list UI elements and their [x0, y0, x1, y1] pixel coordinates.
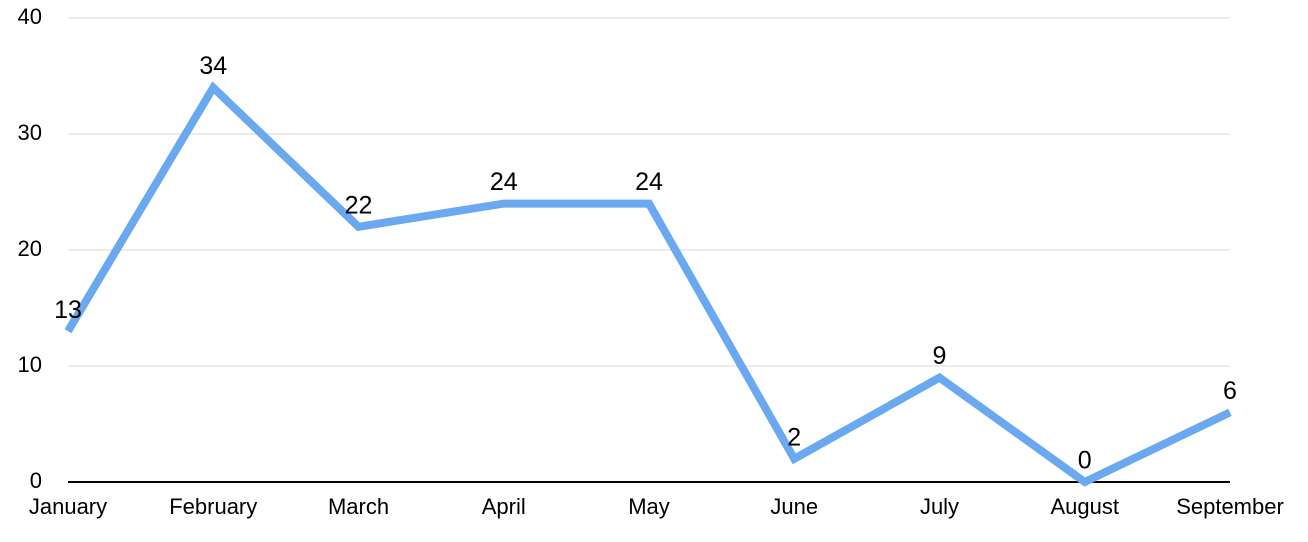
x-tick-label: September	[1176, 494, 1284, 519]
x-tick-label: May	[628, 494, 670, 519]
data-label: 34	[199, 52, 227, 80]
data-label: 9	[933, 342, 947, 370]
line-series	[64, 81, 1232, 487]
x-tick-label: July	[920, 494, 959, 519]
data-label: 0	[1078, 447, 1092, 475]
y-tick-label: 0	[30, 468, 42, 493]
y-tick-label: 10	[18, 352, 42, 377]
data-label: 2	[787, 423, 801, 451]
y-tick-label: 20	[18, 236, 42, 261]
x-tick-label: April	[482, 494, 526, 519]
data-label: 22	[345, 191, 373, 219]
x-tick-label: February	[169, 494, 257, 519]
data-label: 24	[635, 168, 663, 196]
y-tick-label: 40	[18, 4, 42, 29]
x-tick-label: June	[770, 494, 818, 519]
x-tick-label: January	[29, 494, 107, 519]
data-label: 24	[490, 168, 518, 196]
y-tick-label: 30	[18, 120, 42, 145]
data-label: 6	[1223, 377, 1237, 405]
data-label: 13	[54, 296, 82, 324]
x-tick-label: August	[1051, 494, 1120, 519]
x-tick-label: March	[328, 494, 389, 519]
